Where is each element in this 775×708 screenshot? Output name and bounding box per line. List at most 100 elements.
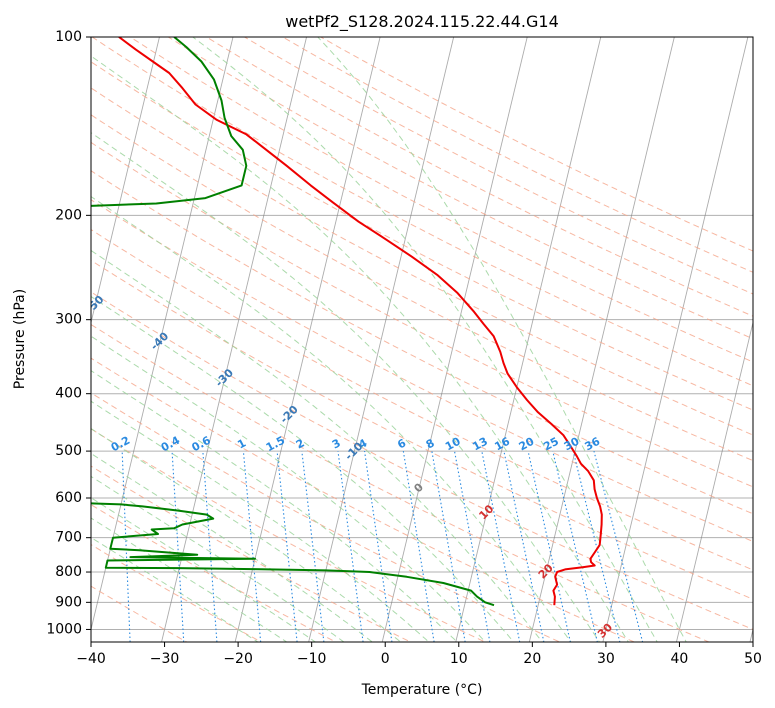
dry-adiabat-line — [91, 543, 263, 642]
dry-adiabat-line — [167, 37, 753, 340]
dry-adiabat-line — [243, 37, 753, 295]
y-tick-label: 200 — [55, 207, 82, 223]
moist-adiabat-line — [91, 452, 374, 642]
dry-adiabat-line — [129, 37, 753, 363]
y-tick-label: 500 — [55, 443, 82, 459]
x-tick-label: 30 — [597, 651, 615, 667]
x-tick-label: −10 — [297, 651, 327, 667]
dry-adiabat-line — [91, 37, 753, 387]
mixing-ratio-line — [121, 451, 131, 642]
mixing-ratio-line — [503, 450, 545, 642]
isotherm-line — [675, 320, 753, 642]
isotherm-line — [455, 37, 602, 642]
mixing-ratio-label: 30 — [562, 435, 582, 454]
isotherm-label: -60 — [19, 256, 42, 279]
x-tick-label: 10 — [450, 651, 468, 667]
dry-adiabat-line — [91, 291, 753, 630]
mixing-ratio-lines — [121, 450, 644, 642]
dry-adiabat-line — [319, 37, 753, 252]
dry-adiabats — [91, 37, 753, 642]
x-axis: −40 −30 −20 −10 0 10 20 30 40 50 — [76, 642, 762, 667]
mixing-ratio-label: 8 — [424, 436, 437, 451]
y-axis: 100 200 300 400 500 600 700 800 900 1000 — [46, 29, 91, 637]
y-tick-label: 600 — [55, 490, 82, 506]
mixing-ratio-line — [527, 450, 571, 642]
mixing-ratio-label: 2 — [294, 436, 307, 451]
mixing-ratio-line — [552, 450, 598, 642]
dry-adiabat-line — [91, 61, 753, 411]
mixing-ratio-line — [481, 450, 521, 642]
isotherm-line — [91, 37, 160, 325]
dry-adiabat-line — [281, 37, 753, 273]
isotherm-label: -40 — [148, 329, 171, 352]
temperature-label: 30 — [595, 620, 615, 640]
dry-adiabat-line — [91, 392, 561, 642]
dewpoint-profile — [91, 37, 495, 607]
isotherm-label: -30 — [213, 366, 236, 389]
dry-adiabat-line — [91, 357, 636, 642]
mixing-ratio-line — [431, 451, 466, 642]
moist-adiabat-line — [91, 55, 629, 642]
isotherm-line — [161, 37, 308, 642]
y-axis-label: Pressure (hPa) — [12, 289, 28, 389]
y-tick-label: 800 — [55, 564, 82, 580]
moist-adiabat-line — [91, 400, 430, 642]
mixing-ratio-line — [301, 451, 325, 642]
y-tick-label: 100 — [55, 29, 82, 45]
dry-adiabat-line — [91, 259, 753, 600]
y-tick-label: 900 — [55, 594, 82, 610]
mixing-ratio-label: 36 — [583, 435, 603, 454]
mixing-ratio-label: 13 — [470, 435, 490, 454]
isotherm-line — [602, 37, 749, 642]
x-tick-label: 0 — [381, 651, 390, 667]
x-tick-label: −40 — [76, 651, 106, 667]
isotherm-label: -20 — [278, 403, 301, 426]
moist-adiabat-line — [91, 132, 601, 642]
y-tick-label: 1000 — [46, 621, 82, 637]
y-tick-label: 400 — [55, 386, 82, 402]
chart-title: wetPf2_S128.2024.115.22.44.G14 — [285, 12, 559, 32]
isotherm-line — [308, 37, 455, 642]
mixing-ratio-line — [171, 451, 185, 642]
x-axis-label: Temperature (°C) — [361, 682, 483, 698]
x-tick-label: 40 — [671, 651, 689, 667]
x-tick-label: 20 — [523, 651, 541, 667]
temperature-label: 20 — [536, 561, 556, 581]
mixing-ratio-label: 20 — [517, 435, 537, 454]
mixing-ratio-label: 16 — [492, 435, 512, 454]
x-tick-label: −30 — [150, 651, 180, 667]
moist-adiabat-line — [91, 335, 487, 642]
x-tick-label: −20 — [223, 651, 253, 667]
moist-adiabat-line — [91, 497, 317, 642]
moist-adiabat-line — [91, 475, 345, 642]
temperature-label: 10 — [476, 502, 496, 522]
mixing-ratio-label: 25 — [541, 435, 561, 454]
moist-adiabat-line — [317, 37, 687, 642]
isotherm-line — [749, 627, 753, 642]
mixing-ratio-line — [363, 451, 393, 642]
pressure-grid — [91, 37, 753, 630]
isotherm-label: 0 — [411, 480, 426, 495]
mixing-ratio-label: 3 — [330, 436, 343, 451]
x-tick-label: 50 — [744, 651, 762, 667]
temperature-label: 40 — [655, 680, 675, 700]
moist-adiabat-line — [91, 370, 458, 642]
profiles — [91, 37, 603, 607]
dry-adiabat-line — [91, 428, 487, 642]
isotherm-line — [528, 37, 675, 642]
isotherm-grid — [91, 37, 753, 642]
mixing-ratio-line — [572, 450, 621, 642]
isotherm-line — [234, 37, 381, 642]
moist-adiabat-line — [91, 295, 515, 642]
mixing-ratio-label: 10 — [443, 435, 463, 454]
y-tick-label: 700 — [55, 530, 82, 546]
isotherm-line — [381, 37, 528, 642]
y-tick-label: 300 — [55, 312, 82, 328]
mixing-ratio-line — [337, 451, 364, 642]
moist-adiabats — [91, 37, 687, 642]
mixing-ratio-line — [593, 450, 644, 642]
dry-adiabat-line — [205, 37, 753, 317]
isotherm-label: -50 — [83, 293, 106, 316]
temperature-profile — [118, 37, 603, 606]
